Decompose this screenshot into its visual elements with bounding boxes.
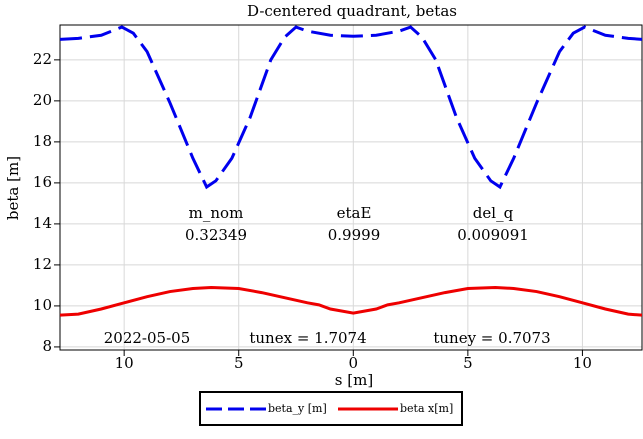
annotation: 0.009091 <box>457 226 529 244</box>
x-tick-label: 0 <box>349 354 359 372</box>
series-line <box>59 25 643 190</box>
chart-title: D-centered quadrant, betas <box>247 2 457 20</box>
annotation: 2022-05-05 <box>104 329 190 347</box>
y-axis-label: beta [m] <box>4 156 22 220</box>
y-tick-label: 16 <box>33 173 52 191</box>
annotation: del_q <box>473 204 514 222</box>
plot-frame <box>59 24 643 351</box>
y-tick-label: 10 <box>33 296 52 314</box>
annotation: m_nom <box>189 204 244 222</box>
legend-label: beta x[m] <box>400 402 453 415</box>
y-tick-label: 8 <box>42 337 52 355</box>
x-tick-label: 10 <box>115 354 134 372</box>
legend-label: beta_y [m] <box>268 402 327 415</box>
annotation: tuney = 0.7073 <box>433 329 550 347</box>
x-tick-label: 5 <box>234 354 244 372</box>
y-tick-label: 12 <box>33 255 52 273</box>
y-tick-label: 22 <box>33 50 52 68</box>
x-tick-label: 5 <box>463 354 473 372</box>
annotation: tunex = 1.7074 <box>249 329 366 347</box>
x-axis-label: s [m] <box>335 371 373 389</box>
annotation: etaE <box>337 204 372 222</box>
series-line <box>59 285 643 317</box>
y-tick-label: 18 <box>33 132 52 150</box>
annotation: 0.32349 <box>185 226 247 244</box>
y-tick-label: 20 <box>33 91 52 109</box>
annotation: 0.9999 <box>328 226 381 244</box>
y-tick-label: 14 <box>33 214 52 232</box>
x-tick-label: 10 <box>573 354 592 372</box>
